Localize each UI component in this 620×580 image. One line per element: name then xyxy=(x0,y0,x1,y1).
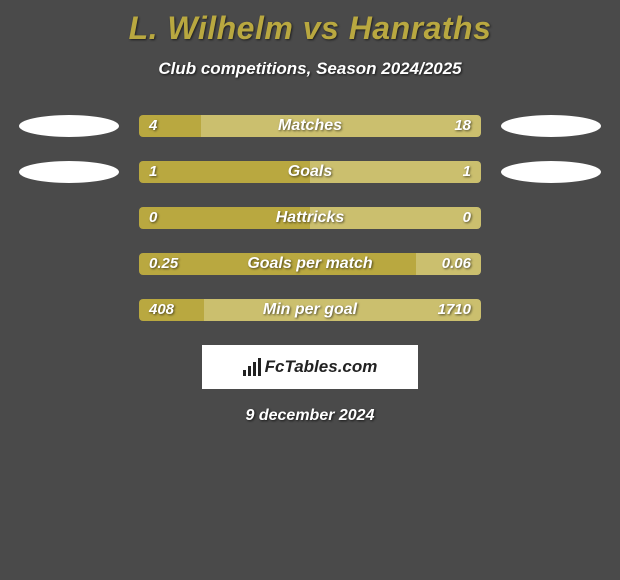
stat-bar-hattricks: 0 Hattricks 0 xyxy=(139,207,481,229)
badge-spacer xyxy=(19,299,119,321)
stat-label: Min per goal xyxy=(139,299,481,321)
stat-row: 4 Matches 18 xyxy=(0,115,620,137)
stat-label: Hattricks xyxy=(139,207,481,229)
stat-bar-goals: 1 Goals 1 xyxy=(139,161,481,183)
stat-bar-matches: 4 Matches 18 xyxy=(139,115,481,137)
subtitle: Club competitions, Season 2024/2025 xyxy=(0,59,620,79)
stat-value-right: 18 xyxy=(454,115,471,137)
stat-row: 1 Goals 1 xyxy=(0,161,620,183)
source-inner: FcTables.com xyxy=(243,357,378,377)
source-box[interactable]: FcTables.com xyxy=(202,345,418,389)
badge-spacer xyxy=(501,253,601,275)
badge-spacer xyxy=(19,253,119,275)
page-title: L. Wilhelm vs Hanraths xyxy=(0,0,620,47)
stats-container: 4 Matches 18 1 Goals 1 0 Hattricks 0 xyxy=(0,115,620,321)
stat-value-right: 0 xyxy=(463,207,471,229)
badge-spacer xyxy=(501,299,601,321)
stat-value-right: 1710 xyxy=(438,299,471,321)
player-right-badge xyxy=(501,161,601,183)
badge-spacer xyxy=(501,207,601,229)
player-left-badge xyxy=(19,161,119,183)
stat-value-right: 1 xyxy=(463,161,471,183)
player-right-badge xyxy=(501,115,601,137)
source-text: FcTables.com xyxy=(265,357,378,377)
date-text: 9 december 2024 xyxy=(0,407,620,425)
stat-label: Goals xyxy=(139,161,481,183)
stat-row: 0.25 Goals per match 0.06 xyxy=(0,253,620,275)
chart-icon xyxy=(243,358,261,376)
stat-row: 408 Min per goal 1710 xyxy=(0,299,620,321)
stat-bar-min-per-goal: 408 Min per goal 1710 xyxy=(139,299,481,321)
stat-bar-goals-per-match: 0.25 Goals per match 0.06 xyxy=(139,253,481,275)
player-left-badge xyxy=(19,115,119,137)
stat-value-right: 0.06 xyxy=(442,253,471,275)
badge-spacer xyxy=(19,207,119,229)
stat-label: Matches xyxy=(139,115,481,137)
stat-row: 0 Hattricks 0 xyxy=(0,207,620,229)
stat-label: Goals per match xyxy=(139,253,481,275)
